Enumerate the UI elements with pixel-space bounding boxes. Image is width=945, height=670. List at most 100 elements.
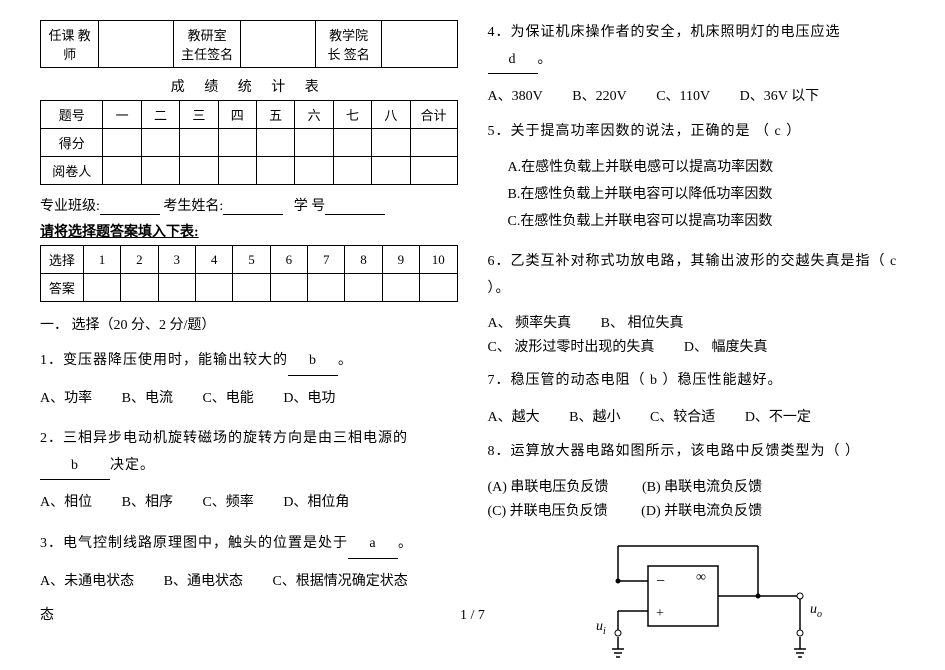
q3-text: 3．电气控制线路原理图中，触头的位置是处于 bbox=[40, 536, 348, 551]
q1-b: B、电流 bbox=[122, 386, 173, 413]
ans-h4: 4 bbox=[195, 246, 232, 274]
q6-options: A、 频率失真 B、 相位失真 C、 波形过零时出现的失真 D、 幅度失真 bbox=[488, 312, 906, 360]
q1-text: 1．变压器降压使用时，能输出较大的 bbox=[40, 353, 288, 368]
question-7: 7．稳压管的动态电阻（ b ）稳压性能越好。 bbox=[488, 368, 906, 395]
q1-blank: b bbox=[288, 348, 338, 376]
uo-label: u bbox=[810, 602, 817, 617]
q7-options: A、越大 B、越小 C、较合适 D、不一定 bbox=[488, 405, 906, 432]
q4-options: A、380V B、220V C、110V D、36V 以下 bbox=[488, 84, 906, 111]
q3-blank: a bbox=[348, 531, 398, 559]
q5-c: C.在感性负载上并联电容可以提高功率因数 bbox=[508, 209, 906, 236]
sig-blank-2 bbox=[240, 21, 315, 68]
class-label: 专业班级: bbox=[40, 199, 100, 214]
score-h8: 八 bbox=[372, 101, 410, 129]
svg-text:ui: ui bbox=[596, 619, 606, 637]
q4-blank: d bbox=[488, 47, 538, 75]
ans-row: 答案 bbox=[41, 274, 84, 302]
q2-text: 2．三相异步电动机旋转磁场的旋转方向是由三相电源的 bbox=[40, 431, 408, 446]
q2-b: B、相序 bbox=[122, 490, 173, 517]
score-h3: 三 bbox=[180, 101, 218, 129]
q1-d: D、电功 bbox=[283, 386, 335, 413]
minus-sign: − bbox=[656, 573, 665, 590]
q7-text: 7．稳压管的动态电阻（ b ）稳压性能越好。 bbox=[488, 373, 783, 388]
question-3: 3．电气控制线路原理图中，触头的位置是处于a。 bbox=[40, 531, 458, 559]
q8-text: 8．运算放大器电路如图所示，该电路中反馈类型为（ ） bbox=[488, 444, 861, 459]
ans-h6: 6 bbox=[270, 246, 307, 274]
q4-b: B、220V bbox=[572, 84, 626, 111]
score-h9: 合计 bbox=[410, 101, 457, 129]
opamp-svg: − + ∞ bbox=[538, 531, 848, 661]
sig-blank-1 bbox=[99, 21, 174, 68]
ui-label: u bbox=[596, 619, 603, 634]
answer-table: 选择 1 2 3 4 5 6 7 8 9 10 答案 bbox=[40, 245, 458, 302]
question-8: 8．运算放大器电路如图所示，该电路中反馈类型为（ ） bbox=[488, 439, 906, 466]
q8-options: (A) 串联电压负反馈 (B) 串联电流负反馈 (C) 并联电压负反馈 (D) … bbox=[488, 476, 906, 524]
ans-h1: 1 bbox=[83, 246, 120, 274]
q4-tail: 。 bbox=[538, 52, 553, 67]
score-h0: 题号 bbox=[41, 101, 103, 129]
name-label: 考生姓名: bbox=[163, 199, 223, 214]
q6-c: C、 波形过零时出现的失真 bbox=[488, 336, 655, 360]
ans-h3: 3 bbox=[158, 246, 195, 274]
q4-d: D、36V 以下 bbox=[740, 84, 819, 111]
score-h7: 七 bbox=[333, 101, 371, 129]
q3-c: C、根据情况确定状态 bbox=[272, 569, 407, 596]
circuit-diagram: − + ∞ bbox=[538, 531, 906, 666]
question-5: 5．关于提高功率因数的说法，正确的是 （ c ） bbox=[488, 119, 906, 146]
ans-h8: 8 bbox=[345, 246, 382, 274]
q6-b: B、 相位失真 bbox=[601, 312, 684, 336]
q7-c: C、较合适 bbox=[650, 405, 715, 432]
score-h6: 六 bbox=[295, 101, 333, 129]
plus-sign: + bbox=[656, 606, 664, 621]
q6-d: D、 幅度失真 bbox=[684, 336, 768, 360]
stat-title: 成 绩 统 计 表 bbox=[40, 76, 458, 96]
sig-label-dean: 教学院 长 签名 bbox=[315, 21, 382, 68]
q8-b: (B) 串联电流负反馈 bbox=[642, 476, 762, 500]
score-h2: 二 bbox=[141, 101, 179, 129]
q2-a: A、相位 bbox=[40, 490, 92, 517]
score-h1: 一 bbox=[103, 101, 141, 129]
score-row-1: 得分 bbox=[41, 129, 103, 157]
ui-sub: i bbox=[603, 626, 606, 637]
q8-d: (D) 并联电流负反馈 bbox=[641, 500, 762, 524]
question-4: 4．为保证机床操作者的安全，机床照明灯的电压应选 d。 bbox=[488, 20, 906, 74]
ans-h0: 选择 bbox=[41, 246, 84, 274]
score-table: 题号 一 二 三 四 五 六 七 八 合计 得分 阅卷人 bbox=[40, 100, 458, 185]
q8-c: (C) 并联电压负反馈 bbox=[488, 500, 608, 524]
ans-h9: 9 bbox=[382, 246, 419, 274]
q1-tail: 。 bbox=[338, 353, 353, 368]
student-info-line: 专业班级: 考生姓名: 学 号 bbox=[40, 195, 458, 215]
q2-d: D、相位角 bbox=[283, 490, 349, 517]
question-1: 1．变压器降压使用时，能输出较大的b。 bbox=[40, 348, 458, 376]
q5-b: B.在感性负载上并联电容可以降低功率因数 bbox=[508, 182, 906, 209]
sig-label-dept: 教研室 主任签名 bbox=[174, 21, 241, 68]
signature-table: 任课 教师 教研室 主任签名 教学院 长 签名 bbox=[40, 20, 458, 68]
q7-b: B、越小 bbox=[569, 405, 620, 432]
q2-options: A、相位 B、相序 C、频率 D、相位角 bbox=[40, 490, 458, 517]
ans-h2: 2 bbox=[121, 246, 158, 274]
instruction: 请将选择题答案填入下表: bbox=[40, 221, 458, 241]
q1-c: C、电能 bbox=[202, 386, 253, 413]
q2-c: C、频率 bbox=[202, 490, 253, 517]
q3-tail: 。 bbox=[398, 536, 413, 551]
q5-text: 5．关于提高功率因数的说法，正确的是 （ c ） bbox=[488, 124, 802, 139]
q4-a: A、380V bbox=[488, 84, 543, 111]
q7-d: D、不一定 bbox=[745, 405, 811, 432]
sig-label-teacher: 任课 教师 bbox=[41, 21, 99, 68]
q6-text: 6．乙类互补对称式功放电路，其输出波形的交越失真是指（ c ）。 bbox=[488, 254, 898, 296]
q5-a: A.在感性负载上并联电感可以提高功率因数 bbox=[508, 155, 906, 182]
q2-tail: 决定。 bbox=[110, 458, 155, 473]
score-row-2: 阅卷人 bbox=[41, 157, 103, 185]
q2-blank: b bbox=[40, 453, 110, 481]
sig-blank-3 bbox=[382, 21, 457, 68]
q3-c-cont: 态 bbox=[40, 603, 458, 630]
q3-options: A、未通电状态 B、通电状态 C、根据情况确定状态 bbox=[40, 569, 458, 596]
q4-text: 4．为保证机床操作者的安全，机床照明灯的电压应选 bbox=[488, 25, 841, 40]
ans-h7: 7 bbox=[308, 246, 345, 274]
question-2: 2．三相异步电动机旋转磁场的旋转方向是由三相电源的 b决定。 bbox=[40, 426, 458, 480]
q1-a: A、功率 bbox=[40, 386, 92, 413]
q6-a: A、 频率失真 bbox=[488, 312, 572, 336]
inf-sign: ∞ bbox=[696, 570, 706, 585]
q8-a: (A) 串联电压负反馈 bbox=[488, 476, 609, 500]
id-label: 学 号 bbox=[294, 199, 326, 214]
